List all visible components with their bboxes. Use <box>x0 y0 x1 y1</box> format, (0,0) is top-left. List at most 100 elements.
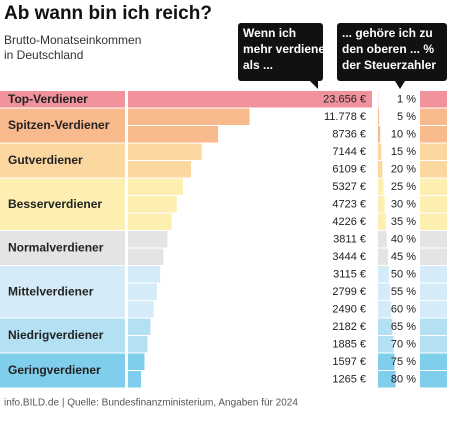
percent-label: 35 % <box>391 216 416 228</box>
income-label: 7144 € <box>332 146 366 158</box>
percent-label: 40 % <box>391 234 416 246</box>
group-label: Normalverdiener <box>8 241 104 255</box>
percent-label: 55 % <box>391 286 416 298</box>
income-label: 3444 € <box>332 251 366 263</box>
income-label: 23.656 € <box>323 94 366 106</box>
table: Top-Verdiener 23.656 € 1 % Spitzen-Verdiene… <box>0 91 447 388</box>
percent-box <box>383 178 420 195</box>
income-bar <box>128 266 161 283</box>
income-label: 2799 € <box>332 286 366 298</box>
income-bar <box>128 353 145 370</box>
group-label: Spitzen-Verdiener <box>8 118 110 132</box>
percent-box <box>394 353 420 370</box>
income-bar <box>128 161 192 178</box>
percent-box <box>386 231 420 248</box>
percent-label: 15 % <box>391 146 416 158</box>
percent-label: 25 % <box>391 181 416 193</box>
income-label: 1885 € <box>332 339 366 351</box>
percent-box <box>390 283 420 300</box>
income-label: 1265 € <box>332 374 366 386</box>
percent-box <box>379 108 420 125</box>
callout-text: Wenn ich <box>243 26 296 40</box>
group-box <box>0 266 125 318</box>
title: Ab wann bin ich reich? <box>4 3 212 24</box>
percent-label: 65 % <box>391 321 416 333</box>
income-bar <box>128 301 154 318</box>
income-bar <box>128 108 250 125</box>
income-label: 4723 € <box>332 199 366 211</box>
income-bar <box>128 213 172 230</box>
income-label: 11.778 € <box>324 111 366 123</box>
percent-box <box>393 336 420 353</box>
income-bar <box>128 143 202 160</box>
group-box <box>0 318 125 353</box>
percent-label: 30 % <box>391 199 416 211</box>
callout-text: mehr verdiene <box>243 42 325 56</box>
income-label: 3115 € <box>333 269 366 281</box>
income-label: 6109 € <box>332 164 366 176</box>
income-label: 2490 € <box>332 304 366 316</box>
percent-box <box>385 213 420 230</box>
callout-box <box>238 23 323 81</box>
callout-box <box>337 23 447 81</box>
percent-label: 80 % <box>391 374 416 386</box>
footer: info.BILD.de | Quelle: Bundesfinanzminis… <box>4 398 298 409</box>
income-bar <box>128 178 183 195</box>
income-bar <box>128 371 142 388</box>
percent-box <box>392 318 420 335</box>
income-label: 8736 € <box>332 129 366 141</box>
income-bar <box>128 248 164 265</box>
percent-label: 10 % <box>391 129 416 141</box>
percent-label: 20 % <box>391 164 416 176</box>
income-bar <box>128 196 177 213</box>
percent-label: 45 % <box>391 251 416 263</box>
percent-box <box>380 126 420 143</box>
percent-box <box>382 161 420 178</box>
percent-box <box>391 301 420 318</box>
percent-box <box>395 371 420 388</box>
percent-box <box>389 266 420 283</box>
percent-box <box>381 143 420 160</box>
callout-text: als ... <box>243 58 273 72</box>
income-bar <box>128 336 148 353</box>
group-box <box>0 108 125 143</box>
percent-label: 50 % <box>391 269 416 281</box>
percent-box <box>387 248 420 265</box>
subtitle: in Deutschland <box>4 48 83 62</box>
group-label: Geringverdiener <box>8 363 101 377</box>
income-label: 4226 € <box>332 216 366 228</box>
percent-box <box>378 91 420 108</box>
percent-label: 70 % <box>391 339 416 351</box>
income-bar <box>128 318 151 335</box>
income-label: 2182 € <box>332 321 366 333</box>
subtitle: Brutto-Monatseinkommen <box>4 33 141 47</box>
group-box <box>0 143 125 178</box>
callout-text: ... gehöre ich zu <box>342 26 433 40</box>
group-box <box>0 353 125 388</box>
percent-label: 75 % <box>391 356 416 368</box>
income-bar <box>128 126 219 143</box>
group-label: Gutverdiener <box>8 153 83 167</box>
callout-pointer <box>310 81 318 89</box>
group-box <box>0 178 125 230</box>
income-bar <box>128 91 372 108</box>
percent-box <box>384 196 420 213</box>
group-label: Mittelverdiener <box>8 284 94 298</box>
callout-text: den oberen ... % <box>342 42 434 56</box>
income-label: 5327 € <box>332 181 366 193</box>
group-label: Besserverdiener <box>8 197 102 211</box>
group-box <box>0 91 125 108</box>
callout-pointer <box>395 81 405 89</box>
callout-text: der Steuerzahler <box>342 58 436 72</box>
percent-label: 1 % <box>397 94 416 106</box>
income-label: 3811 € <box>333 234 366 246</box>
percent-label: 5 % <box>397 111 416 123</box>
income-label: 1597 € <box>332 356 366 368</box>
income-bar <box>128 283 157 300</box>
percent-label: 60 % <box>391 304 416 316</box>
income-bar <box>128 231 168 248</box>
group-label: Niedrigverdiener <box>8 328 104 342</box>
group-box <box>0 231 125 265</box>
group-label: Top-Verdiener <box>8 92 88 106</box>
